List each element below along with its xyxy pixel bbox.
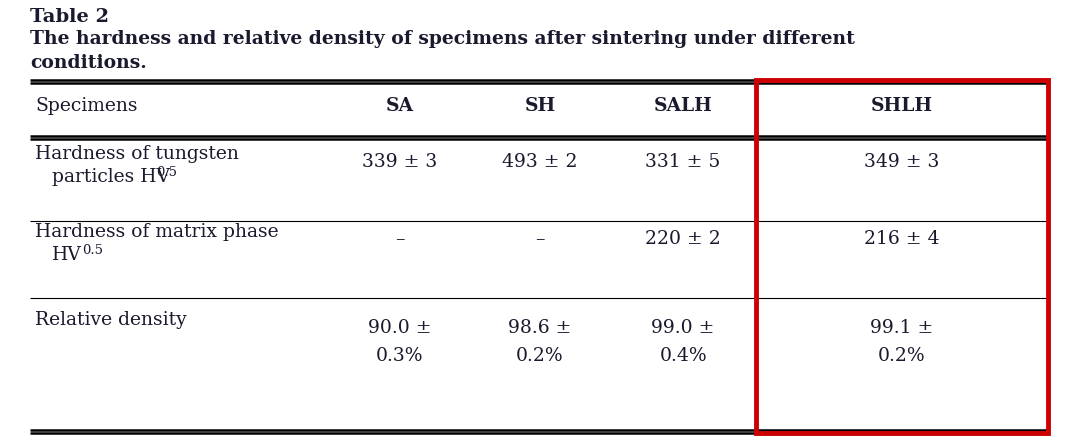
Text: 0.3%: 0.3% bbox=[376, 347, 423, 365]
Text: 0.5: 0.5 bbox=[157, 167, 177, 179]
Text: 331 ± 5: 331 ± 5 bbox=[646, 153, 720, 171]
Text: 90.0 ±: 90.0 ± bbox=[368, 319, 431, 337]
Text: Hardness of matrix phase: Hardness of matrix phase bbox=[36, 223, 279, 241]
Text: 349 ± 3: 349 ± 3 bbox=[864, 153, 940, 171]
Text: –: – bbox=[395, 230, 404, 248]
Text: 0.4%: 0.4% bbox=[659, 347, 707, 365]
Text: 339 ± 3: 339 ± 3 bbox=[362, 153, 437, 171]
Bar bbox=[756, 80, 1048, 433]
Text: SA: SA bbox=[386, 97, 414, 115]
Text: 0.2%: 0.2% bbox=[516, 347, 564, 365]
Text: HV: HV bbox=[52, 246, 82, 264]
Text: 0.2%: 0.2% bbox=[878, 347, 926, 365]
Text: particles HV: particles HV bbox=[52, 168, 171, 186]
Text: 99.1 ±: 99.1 ± bbox=[870, 319, 933, 337]
Text: SH: SH bbox=[525, 97, 555, 115]
Text: The hardness and relative density of specimens after sintering under different: The hardness and relative density of spe… bbox=[30, 30, 855, 48]
Text: SALH: SALH bbox=[653, 97, 713, 115]
Text: 493 ± 2: 493 ± 2 bbox=[502, 153, 578, 171]
Text: Relative density: Relative density bbox=[36, 311, 187, 329]
Text: 220 ± 2: 220 ± 2 bbox=[645, 230, 721, 248]
Text: conditions.: conditions. bbox=[30, 54, 147, 72]
Text: Specimens: Specimens bbox=[36, 97, 138, 115]
Text: SHLH: SHLH bbox=[870, 97, 933, 115]
Text: Table 2: Table 2 bbox=[30, 8, 109, 26]
Text: 0.5: 0.5 bbox=[82, 244, 104, 258]
Text: 99.0 ±: 99.0 ± bbox=[651, 319, 715, 337]
Text: 216 ± 4: 216 ± 4 bbox=[864, 230, 940, 248]
Text: Hardness of tungsten: Hardness of tungsten bbox=[36, 145, 239, 163]
Text: –: – bbox=[536, 230, 544, 248]
Text: 98.6 ±: 98.6 ± bbox=[509, 319, 571, 337]
